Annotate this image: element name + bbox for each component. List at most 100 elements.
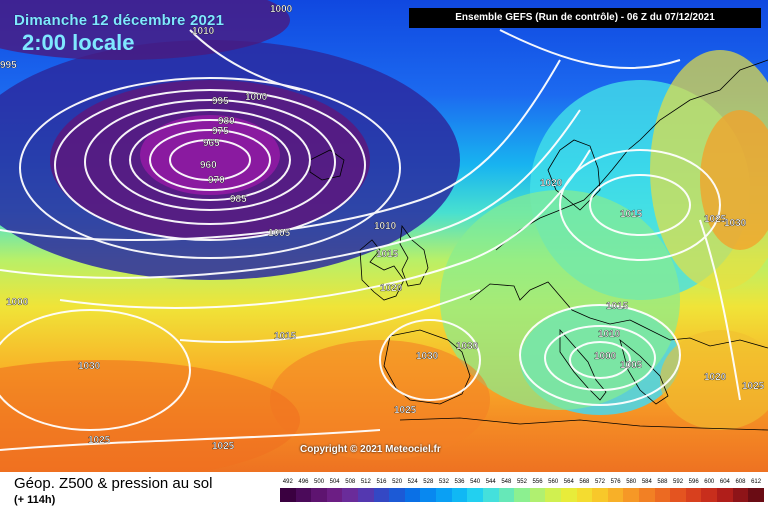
legend-value-520: 520 [392,479,403,485]
forecast-date: Dimanche 12 décembre 2021 [14,12,225,29]
southwest-warm-zone [0,360,300,472]
isobar-labels: 1000 1010 995 995 1000 980 975 965 960 9… [0,4,765,452]
legend-swatch-516 [373,488,390,502]
isobar-label-1010-atlantic: 1010 [374,221,397,232]
isobar-label-965: 965 [203,138,220,149]
color-legend: 492 496 500 504 508 512 516 520 524 528 532 536 540 5… [280,477,764,505]
isobar-label-1025-south: 1025 [212,441,235,452]
legend-value-588: 588 [657,479,668,485]
legend-value-492: 492 [282,479,293,485]
legend-swatch-572 [592,488,608,502]
legend-swatch-576 [607,488,624,502]
isobar-label-985: 985 [230,194,247,205]
legend-swatch-536 [451,488,468,502]
legend-swatch-568 [576,488,593,502]
legend-value-564: 564 [563,479,574,485]
legend-value-572: 572 [594,479,605,485]
legend-swatch-588 [654,488,671,502]
legend-value-512: 512 [360,479,371,485]
legend-value-524: 524 [407,479,418,485]
legend-swatch-556 [529,488,546,502]
isobar-label-1030-azores: 1030 [78,361,101,372]
isobars [0,29,741,451]
isobar-label-995-west: 995 [0,60,17,71]
legend-value-612: 612 [751,479,762,485]
legend-swatch-520 [389,488,405,502]
isobar-label-1025-iberia: 1025 [394,405,417,416]
legend-value-496: 496 [298,479,309,485]
isobar-label-1030-biscay: 1030 [456,341,479,352]
legend-swatch-544 [482,488,499,502]
legend-value-604: 604 [719,479,730,485]
parameter-title: Géop. Z500 & pression au sol [14,475,213,492]
isobar-label-970: 970 [208,175,225,186]
isobar-label-975: 975 [212,126,229,137]
forecast-time: 2:00 locale [22,30,135,55]
legend-swatches [280,488,764,502]
legend-swatch-608 [732,488,749,502]
legend-value-508: 508 [345,479,356,485]
legend-value-548: 548 [501,479,512,485]
map-footer: Géop. Z500 & pression au sol (+ 114h) 49… [0,472,768,512]
legend-swatch-564 [560,488,577,502]
legend-value-544: 544 [485,479,496,485]
legend-swatch-600 [701,488,718,502]
legend-swatch-552 [514,488,530,502]
coastlines [309,59,768,431]
legend-value-592: 592 [673,479,684,485]
legend-value-556: 556 [532,479,543,485]
isobar-label-1000-med: 1000 [594,351,617,362]
legend-swatch-504 [326,488,343,502]
isobar-label-1010-top: 1010 [192,26,215,37]
isobar-label-1025-southwest: 1025 [88,435,111,446]
legend-swatch-512 [358,488,374,502]
isobar-label-1000-low: 1000 [245,92,268,103]
legend-value-532: 532 [438,479,449,485]
legend-value-600: 600 [704,479,715,485]
legend-swatch-524 [404,488,421,502]
russia-orange-zone [700,110,768,250]
legend-swatch-596 [685,488,702,502]
copyright-notice: Copyright © 2021 Meteociel.fr [300,444,441,455]
isobar-label-1030-east: 1030 [724,218,747,229]
legend-swatch-560 [545,488,561,502]
legend-value-504: 504 [329,479,340,485]
isobar-label-995-low: 995 [212,96,229,107]
legend-value-552: 552 [516,479,527,485]
isobar-label-1025-east: 1025 [704,214,727,225]
legend-swatch-548 [498,488,515,502]
legend-value-560: 560 [548,479,559,485]
legend-swatch-528 [420,488,437,502]
legend-value-536: 536 [454,479,465,485]
isobar-label-1020-scandinavia: 1020 [540,178,563,189]
isobar-label-1005-atlantic: 1005 [268,228,291,239]
iberia-warm-zone [270,340,490,460]
legend-swatch-612 [748,488,764,502]
legend-value-500: 500 [314,479,325,485]
isobar-label-1000-north: 1000 [270,4,293,15]
isobar-label-1015-ocean: 1015 [274,331,297,342]
legend-swatch-500 [311,488,327,502]
lead-time: (+ 114h) [14,494,56,506]
legend-value-516: 516 [376,479,387,485]
isobar-label-1030-iberia: 1030 [416,351,439,362]
isobar-label-1020-southeast: 1020 [704,372,727,383]
legend-value-576: 576 [610,479,621,485]
legend-swatch-532 [436,488,452,502]
upper-low-zone [0,0,290,60]
legend-swatch-492 [280,488,296,502]
isobar-label-1000-west: 1000 [6,297,29,308]
isobar-label-1015-atlantic: 1015 [376,249,399,260]
legend-value-580: 580 [626,479,637,485]
isobar-label-1010-med: 1010 [598,329,621,340]
legend-value-540: 540 [470,479,481,485]
weather-map: 1000 1010 995 995 1000 980 975 965 960 9… [0,0,768,472]
isobar-label-960: 960 [200,160,217,171]
isobar-label-1015-baltic: 1015 [620,209,643,220]
legend-value-596: 596 [688,479,699,485]
legend-swatch-604 [717,488,733,502]
model-run-header: Ensemble GEFS (Run de contrôle) - 06 Z d… [409,8,761,28]
southeast-yellow-zone [660,330,768,430]
legend-swatch-580 [623,488,640,502]
legend-swatch-584 [639,488,655,502]
